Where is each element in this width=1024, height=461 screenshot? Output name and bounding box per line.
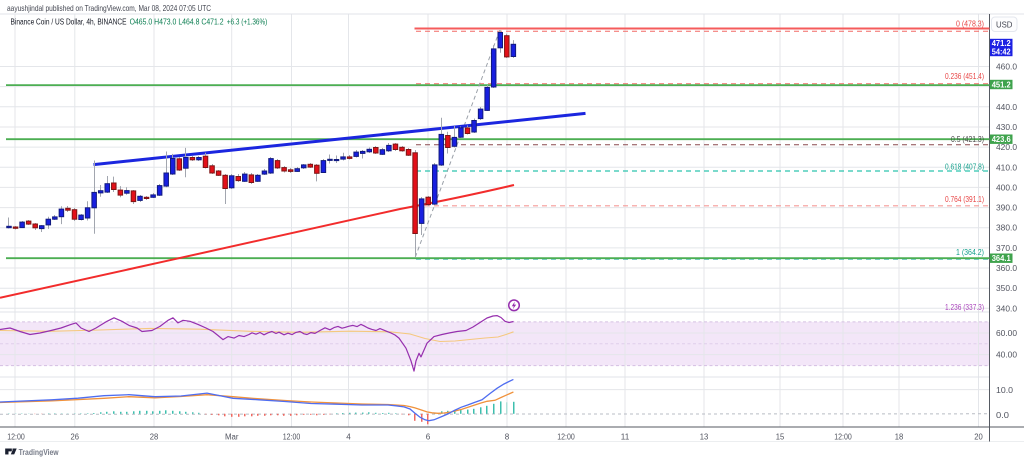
svg-text:10.0: 10.0 xyxy=(996,386,1013,395)
svg-text:40.00: 40.00 xyxy=(996,351,1017,360)
svg-text:350.0: 350.0 xyxy=(996,284,1017,293)
svg-text:54:42: 54:42 xyxy=(992,47,1012,56)
svg-text:1 (364.2): 1 (364.2) xyxy=(956,248,984,257)
svg-text:340.0: 340.0 xyxy=(996,304,1017,313)
svg-text:6: 6 xyxy=(426,433,431,442)
svg-text:423.6: 423.6 xyxy=(992,135,1012,144)
svg-text:0.764 (391.1): 0.764 (391.1) xyxy=(945,195,984,204)
svg-text:12:00: 12:00 xyxy=(557,433,575,442)
svg-text:60.00: 60.00 xyxy=(996,329,1017,338)
svg-text:370.0: 370.0 xyxy=(996,244,1017,253)
svg-text:12:00: 12:00 xyxy=(7,433,25,442)
svg-text:451.2: 451.2 xyxy=(992,81,1012,90)
svg-text:28: 28 xyxy=(150,433,159,442)
svg-text:360.0: 360.0 xyxy=(996,264,1017,273)
svg-text:390.0: 390.0 xyxy=(996,204,1017,213)
svg-text:0.5 (421.3): 0.5 (421.3) xyxy=(951,135,984,144)
svg-text:0.0: 0.0 xyxy=(996,411,1009,420)
svg-text:400.0: 400.0 xyxy=(996,183,1017,192)
svg-text:460.0: 460.0 xyxy=(996,63,1017,72)
svg-text:26: 26 xyxy=(71,433,80,442)
svg-text:20: 20 xyxy=(974,433,983,442)
svg-text:15: 15 xyxy=(776,433,785,442)
svg-text:Mar: Mar xyxy=(225,433,239,442)
svg-text:Binance Coin / US Dollar, 4h,: Binance Coin / US Dollar, 4h, BINANCE xyxy=(11,17,127,26)
svg-text:TradingView: TradingView xyxy=(19,448,60,457)
svg-text:380.0: 380.0 xyxy=(996,224,1017,233)
svg-text:430.0: 430.0 xyxy=(996,123,1017,132)
svg-text:364.1: 364.1 xyxy=(992,254,1012,263)
svg-text:18: 18 xyxy=(895,433,904,442)
svg-text:12:00: 12:00 xyxy=(834,433,852,442)
svg-text:471.2: 471.2 xyxy=(992,39,1012,48)
svg-text:12:00: 12:00 xyxy=(283,433,301,442)
svg-text:0.236 (451.4): 0.236 (451.4) xyxy=(945,72,984,81)
svg-text:4: 4 xyxy=(346,433,351,442)
svg-text:420.0: 420.0 xyxy=(996,143,1017,152)
svg-text:11: 11 xyxy=(621,433,630,442)
svg-text:8: 8 xyxy=(505,433,510,442)
svg-text:O465.0 H473.0 L464.8 C471.2: O465.0 H473.0 L464.8 C471.2 xyxy=(130,17,224,26)
svg-text:13: 13 xyxy=(700,433,709,442)
svg-text:0 (478.3): 0 (478.3) xyxy=(956,19,984,28)
svg-text:aayushjindal published on Trad: aayushjindal published on TradingView.co… xyxy=(7,3,211,13)
svg-text:+6.3 (+1.36%): +6.3 (+1.36%) xyxy=(227,17,268,26)
svg-text:0.618 (407.8): 0.618 (407.8) xyxy=(945,162,984,171)
svg-text:440.0: 440.0 xyxy=(996,103,1017,112)
svg-text:USD: USD xyxy=(996,21,1013,30)
svg-text:410.0: 410.0 xyxy=(996,163,1017,172)
svg-text:1.236 (337.3): 1.236 (337.3) xyxy=(945,303,984,312)
